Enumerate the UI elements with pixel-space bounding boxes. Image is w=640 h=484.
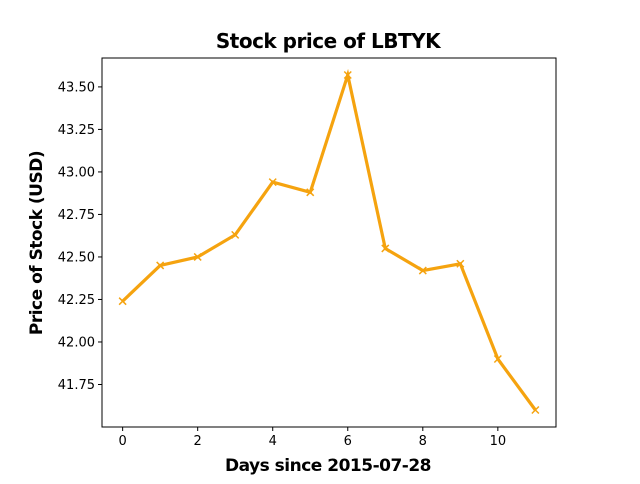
x-tick-label: 0 — [118, 434, 126, 449]
data-point-marker — [268, 178, 277, 187]
data-point-marker — [343, 70, 352, 80]
plot-frame — [101, 57, 557, 428]
data-point-marker — [156, 261, 165, 270]
y-tick-label: 43.00 — [58, 165, 95, 180]
y-tick-label: 41.75 — [58, 378, 95, 393]
x-tick-label: 8 — [419, 434, 427, 449]
x-tick-label: 4 — [269, 434, 277, 449]
data-point-marker — [231, 230, 240, 239]
y-axis-label: Price of Stock (USD) — [27, 151, 47, 335]
x-tick-label: 2 — [194, 434, 202, 449]
data-point-marker — [418, 266, 427, 275]
y-tick-label: 42.25 — [58, 293, 95, 308]
y-tick-label: 42.75 — [58, 208, 95, 223]
plot-area: 0 2 4 6 8 10 41.75 42.00 42.25 42.50 42.75 43.00 43.… — [58, 57, 557, 449]
data-point-marker — [193, 252, 202, 261]
x-tick-label: 6 — [344, 434, 352, 449]
data-point-marker — [456, 259, 465, 268]
chart-title: Stock price of LBTYK — [216, 29, 442, 53]
x-tick-label: 10 — [490, 434, 507, 449]
data-point-marker — [381, 244, 390, 253]
data-point-marker — [306, 188, 315, 197]
data-point-marker — [118, 297, 127, 306]
data-point-marker — [531, 405, 540, 415]
x-axis-label: Days since 2015-07-28 — [225, 456, 431, 476]
data-point-marker — [493, 354, 502, 364]
y-tick-label: 43.25 — [58, 123, 95, 138]
y-tick-label: 42.00 — [58, 335, 95, 350]
series-line — [121, 68, 537, 411]
y-tick-label: 43.50 — [58, 80, 95, 95]
y-tick-label: 42.50 — [58, 250, 95, 265]
